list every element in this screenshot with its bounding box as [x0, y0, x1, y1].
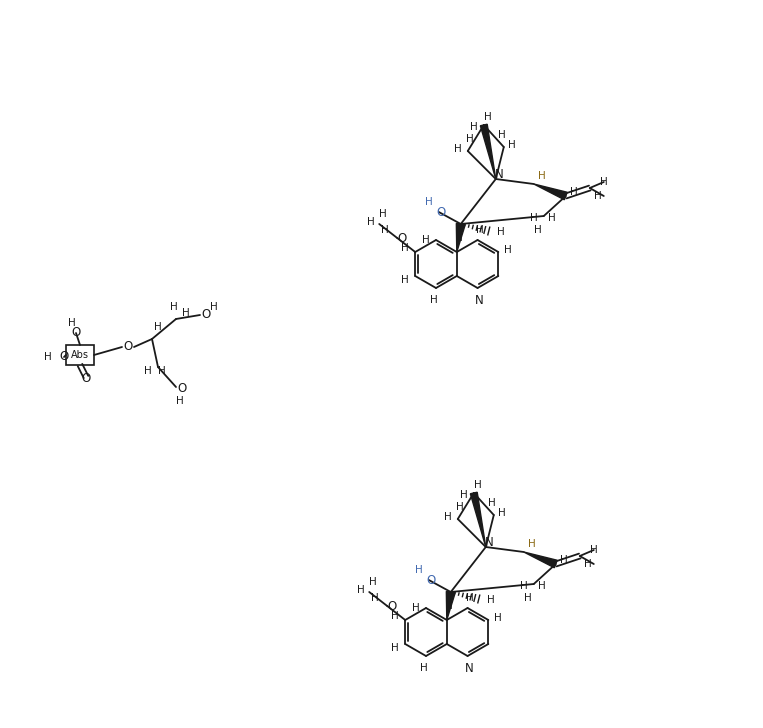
Text: H: H — [401, 243, 409, 253]
Polygon shape — [446, 591, 456, 620]
Text: H: H — [494, 613, 502, 623]
Text: O: O — [82, 373, 91, 386]
Text: H: H — [372, 593, 379, 603]
Text: H: H — [584, 559, 591, 569]
Text: H: H — [460, 490, 468, 500]
Text: H: H — [470, 122, 478, 132]
Text: H: H — [466, 134, 474, 144]
Text: H: H — [504, 245, 512, 255]
Text: H: H — [456, 502, 464, 512]
Text: H: H — [412, 603, 420, 613]
Text: H: H — [144, 366, 152, 376]
Text: H: H — [445, 601, 452, 611]
Text: H: H — [538, 171, 546, 181]
Text: H: H — [401, 275, 409, 285]
Text: H: H — [534, 225, 542, 235]
Text: H: H — [524, 593, 532, 603]
Text: H: H — [454, 144, 462, 154]
Text: H: H — [391, 611, 399, 621]
Text: H: H — [182, 308, 190, 318]
Text: H: H — [520, 581, 528, 591]
Text: H: H — [444, 512, 452, 522]
Text: H: H — [379, 209, 387, 219]
Text: N: N — [465, 662, 474, 675]
Text: H: H — [391, 643, 399, 653]
Text: O: O — [201, 309, 211, 322]
Text: H: H — [422, 235, 430, 245]
Polygon shape — [534, 184, 567, 199]
Text: H: H — [497, 227, 504, 237]
Text: H: H — [357, 585, 365, 595]
Text: H: H — [369, 577, 377, 587]
Text: H: H — [415, 565, 423, 575]
Text: H: H — [498, 508, 506, 518]
Text: H: H — [487, 595, 494, 605]
Text: H: H — [176, 396, 184, 406]
Text: H: H — [170, 302, 178, 312]
Text: H: H — [210, 302, 218, 312]
Text: O: O — [398, 232, 407, 245]
Text: H: H — [488, 498, 496, 508]
Text: O: O — [72, 326, 81, 339]
Text: O: O — [60, 350, 69, 363]
Text: H: H — [44, 352, 52, 362]
Text: H: H — [382, 225, 389, 235]
Text: H: H — [570, 187, 578, 197]
Text: N: N — [475, 293, 484, 306]
Text: H: H — [594, 191, 602, 201]
Text: H: H — [430, 295, 438, 305]
Polygon shape — [456, 223, 465, 252]
Text: H: H — [425, 197, 433, 207]
Text: O: O — [177, 382, 187, 395]
Text: H: H — [465, 593, 474, 603]
Text: H: H — [484, 112, 491, 122]
Text: H: H — [530, 213, 538, 223]
Text: O: O — [124, 341, 133, 354]
Text: H: H — [548, 213, 555, 223]
Text: O: O — [436, 205, 446, 218]
Polygon shape — [481, 124, 496, 179]
Text: H: H — [508, 140, 516, 150]
Text: H: H — [455, 233, 462, 243]
Text: H: H — [158, 366, 166, 376]
Text: H: H — [600, 177, 607, 187]
Polygon shape — [523, 552, 557, 568]
Text: H: H — [528, 539, 536, 549]
Text: H: H — [420, 663, 428, 673]
Text: H: H — [498, 130, 506, 140]
Text: Abs: Abs — [71, 350, 89, 360]
Text: O: O — [388, 599, 397, 612]
Text: H: H — [367, 217, 375, 227]
Text: H: H — [474, 480, 481, 490]
Text: O: O — [427, 574, 436, 587]
Text: H: H — [590, 545, 597, 555]
Text: H: H — [154, 322, 162, 332]
Text: N: N — [494, 168, 503, 181]
Text: H: H — [68, 318, 76, 328]
Polygon shape — [470, 492, 486, 547]
Text: H: H — [560, 555, 568, 565]
Text: H: H — [475, 225, 484, 235]
Text: H: H — [538, 581, 546, 591]
Text: N: N — [485, 537, 493, 550]
